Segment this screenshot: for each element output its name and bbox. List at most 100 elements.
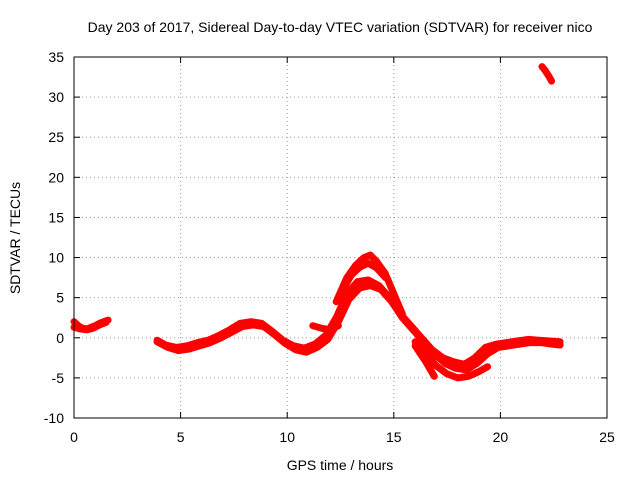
- data-point: [442, 360, 448, 366]
- data-point: [506, 343, 512, 349]
- data-point: [549, 78, 555, 84]
- data-point: [465, 373, 471, 379]
- data-point: [545, 72, 551, 78]
- data-point: [476, 368, 482, 374]
- data-point: [485, 364, 491, 370]
- data-point: [218, 335, 224, 341]
- y-tick-label: 20: [48, 169, 64, 185]
- data-point: [154, 339, 160, 345]
- data-point: [539, 64, 545, 70]
- data-point: [303, 349, 309, 355]
- data-point: [348, 272, 354, 278]
- data-point: [346, 296, 352, 302]
- data-point: [557, 342, 563, 348]
- y-tick-label: 35: [48, 49, 64, 65]
- data-point: [77, 326, 83, 332]
- data-point: [495, 344, 501, 350]
- x-tick-label: 15: [386, 429, 402, 445]
- data-point: [472, 355, 478, 361]
- data-point: [355, 279, 361, 285]
- y-tick-label: 30: [48, 89, 64, 105]
- data-point: [412, 343, 418, 349]
- data-point: [333, 299, 339, 305]
- y-tick-label: 5: [56, 290, 64, 306]
- x-tick-label: 20: [493, 429, 509, 445]
- data-point: [374, 259, 380, 265]
- x-tick-label: 5: [177, 429, 185, 445]
- data-point: [444, 371, 450, 377]
- data-point: [455, 375, 461, 381]
- data-point: [261, 324, 267, 330]
- data-point: [374, 265, 380, 271]
- data-point: [474, 360, 480, 366]
- series-short-arc: [309, 322, 342, 334]
- data-point: [431, 373, 437, 379]
- y-tick-label: 10: [48, 250, 64, 266]
- x-tick-label: 25: [599, 429, 615, 445]
- data-point: [335, 323, 341, 329]
- data-point: [344, 291, 350, 297]
- x-axis-label: GPS time / hours: [287, 457, 394, 473]
- data-point: [327, 327, 333, 333]
- data-point: [433, 363, 439, 369]
- data-point: [338, 291, 343, 297]
- data-point: [197, 343, 203, 349]
- data-point: [318, 325, 324, 331]
- data-point: [382, 275, 388, 281]
- data-point: [250, 322, 256, 328]
- data-point: [423, 359, 429, 365]
- y-tick-label: 0: [56, 330, 64, 346]
- data-point: [399, 311, 405, 317]
- data-point: [421, 339, 427, 345]
- data-point: [90, 325, 96, 331]
- data-point: [310, 323, 316, 329]
- data-point: [482, 344, 488, 350]
- data-point: [314, 344, 320, 350]
- data-point: [367, 283, 373, 289]
- tick-labels: 0 5 10 15 20 25 -10 -5 0 5 10 15 20 25 30 35: [44, 49, 615, 445]
- data-point: [175, 348, 181, 354]
- y-tick-label: 15: [48, 209, 64, 225]
- data-point: [361, 255, 367, 261]
- data-point: [325, 336, 331, 342]
- data-point: [431, 351, 437, 357]
- data-point: [365, 260, 371, 266]
- data-point: [485, 351, 491, 357]
- data-point: [549, 341, 555, 347]
- grid: [74, 57, 607, 418]
- data-point: [542, 68, 548, 74]
- data-point: [97, 322, 103, 328]
- data-point: [463, 367, 469, 373]
- data-point: [367, 252, 373, 258]
- chart-title: Day 203 of 2017, Sidereal Day-to-day VTE…: [88, 19, 593, 35]
- data-point: [538, 340, 544, 346]
- data-point: [84, 327, 90, 333]
- data-point: [103, 320, 109, 326]
- data-point: [229, 329, 235, 335]
- x-tick-label: 10: [279, 429, 295, 445]
- y-tick-label: 25: [48, 129, 64, 145]
- y-tick-label: -5: [52, 370, 65, 386]
- data-point: [293, 347, 299, 353]
- data-point: [391, 291, 397, 297]
- y-tick-label: -10: [44, 410, 64, 426]
- data-point: [461, 361, 467, 367]
- data-point: [186, 346, 192, 352]
- plot-frame: [73, 56, 608, 419]
- data-point: [527, 340, 533, 346]
- data-point: [357, 264, 363, 270]
- y-axis-label: SDTVAR / TECUs: [7, 182, 23, 294]
- data-layer: [70, 63, 564, 382]
- series-outlier-arc: [538, 63, 556, 85]
- data-point: [271, 332, 277, 338]
- data-point: [517, 341, 523, 347]
- data-point: [365, 277, 371, 283]
- data-point: [165, 344, 171, 350]
- data-point: [207, 340, 213, 346]
- data-point: [453, 365, 459, 371]
- data-point: [282, 340, 288, 346]
- data-point: [357, 285, 363, 291]
- data-point: [378, 287, 384, 293]
